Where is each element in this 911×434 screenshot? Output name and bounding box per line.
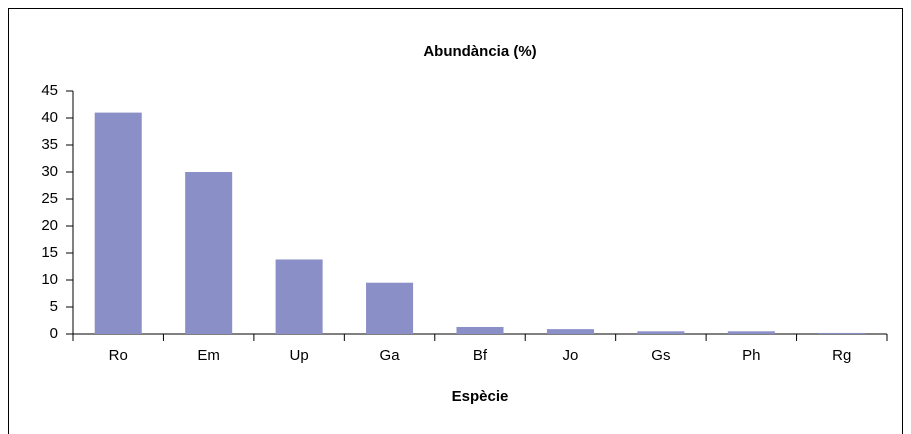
x-axis-label: Espècie [452,388,509,405]
y-tick-label: 20 [41,217,58,234]
frame [8,8,903,434]
bar [637,331,685,334]
y-tick-label: 30 [41,163,58,180]
bar [456,326,504,334]
x-tick-label: Jo [563,347,579,364]
bar [366,282,414,334]
y-tick-label: 10 [41,271,58,288]
x-tick-label: Up [290,347,309,364]
y-tick-label: 5 [50,298,58,315]
y-tick-label: 35 [41,136,58,153]
y-tick-label: 25 [41,190,58,207]
x-tick-label: Rg [832,347,851,364]
x-tick-label: Em [197,347,220,364]
y-tick-label: 40 [41,109,58,126]
y-tick-label: 0 [50,325,58,342]
bar [546,329,594,334]
x-tick-label: Bf [473,347,488,364]
bar [727,331,775,334]
x-tick-label: Gs [651,347,670,364]
x-tick-label: Ph [742,347,760,364]
bar [185,172,233,334]
bar [275,259,323,334]
y-tick-label: 15 [41,244,58,261]
x-tick-label: Ga [380,347,401,364]
bar [818,332,866,334]
bar [94,112,142,334]
chart-title: Abundància (%) [423,43,536,60]
y-tick-label: 45 [41,82,58,99]
x-tick-label: Ro [109,347,128,364]
